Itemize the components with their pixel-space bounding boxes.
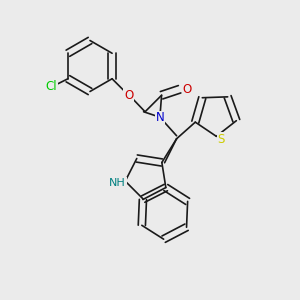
Text: NH: NH: [110, 178, 126, 188]
Text: N: N: [156, 111, 164, 124]
Text: S: S: [217, 133, 224, 146]
Text: O: O: [182, 83, 192, 96]
Text: Cl: Cl: [46, 80, 57, 93]
Text: O: O: [124, 89, 133, 102]
